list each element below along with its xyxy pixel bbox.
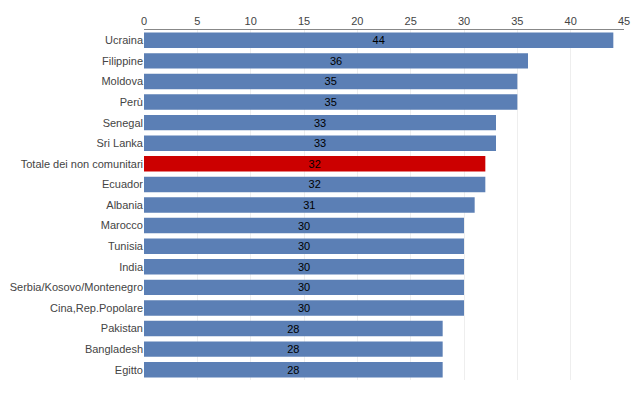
svg-text:Perù: Perù [120, 96, 143, 108]
svg-text:30: 30 [298, 302, 310, 314]
svg-text:Moldova: Moldova [101, 75, 143, 87]
svg-text:Albania: Albania [106, 199, 144, 211]
svg-text:30: 30 [298, 240, 310, 252]
svg-text:32: 32 [309, 178, 321, 190]
svg-text:0: 0 [141, 15, 147, 27]
svg-text:36: 36 [330, 55, 342, 67]
svg-text:Senegal: Senegal [103, 117, 143, 129]
svg-text:Totale dei non comunitari: Totale dei non comunitari [21, 158, 143, 170]
svg-text:35: 35 [325, 96, 337, 108]
svg-text:Bangladesh: Bangladesh [85, 343, 143, 355]
svg-text:10: 10 [245, 15, 257, 27]
svg-text:35: 35 [325, 75, 337, 87]
svg-text:Cina,Rep.Popolare: Cina,Rep.Popolare [50, 302, 143, 314]
svg-text:30: 30 [298, 220, 310, 232]
svg-text:28: 28 [287, 323, 299, 335]
svg-text:Marocco: Marocco [101, 219, 143, 231]
svg-text:15: 15 [298, 15, 310, 27]
svg-text:5: 5 [194, 15, 200, 27]
svg-text:28: 28 [287, 343, 299, 355]
svg-text:30: 30 [298, 261, 310, 273]
svg-text:Sri Lanka: Sri Lanka [97, 137, 144, 149]
svg-text:35: 35 [511, 15, 523, 27]
svg-text:33: 33 [314, 137, 326, 149]
svg-text:33: 33 [314, 117, 326, 129]
svg-text:31: 31 [303, 199, 315, 211]
svg-text:20: 20 [351, 15, 363, 27]
svg-text:Ucraina: Ucraina [105, 34, 144, 46]
svg-text:Serbia/Kosovo/Montenegro: Serbia/Kosovo/Montenegro [10, 281, 143, 293]
svg-text:Tunisia: Tunisia [108, 240, 144, 252]
svg-text:Pakistan: Pakistan [101, 322, 143, 334]
svg-text:30: 30 [458, 15, 470, 27]
svg-text:28: 28 [287, 364, 299, 376]
svg-text:32: 32 [309, 158, 321, 170]
svg-text:Filippine: Filippine [102, 55, 143, 67]
svg-text:Egitto: Egitto [115, 364, 143, 376]
svg-text:Ecuador: Ecuador [102, 178, 143, 190]
svg-text:25: 25 [405, 15, 417, 27]
svg-text:44: 44 [373, 34, 385, 46]
svg-text:45: 45 [618, 15, 630, 27]
svg-text:India: India [119, 261, 144, 273]
svg-text:40: 40 [565, 15, 577, 27]
svg-text:30: 30 [298, 281, 310, 293]
